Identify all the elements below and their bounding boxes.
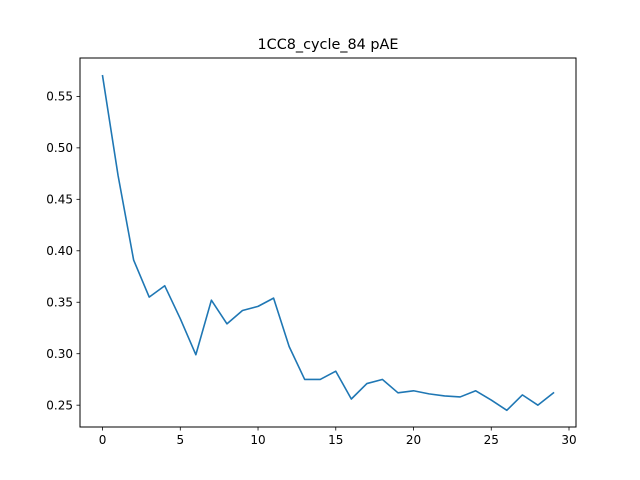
y-tick-label: 0.55 (46, 90, 73, 104)
y-tick-label: 0.35 (46, 296, 73, 310)
x-tick-label: 20 (406, 433, 421, 447)
y-axis: 0.25 0.30 0.35 0.40 0.45 0.50 0.55 (46, 90, 80, 412)
x-tick-label: 30 (561, 433, 576, 447)
x-tick-label: 0 (99, 433, 107, 447)
plot-frame (79, 57, 577, 428)
y-tick-label: 0.50 (46, 141, 73, 155)
y-tick-label: 0.25 (46, 398, 73, 412)
chart-title: 1CC8_cycle_84 pAE (258, 37, 399, 53)
x-tick-label: 25 (484, 433, 499, 447)
y-tick-label: 0.45 (46, 193, 73, 207)
series-layer (101, 74, 555, 412)
x-tick-label: 15 (328, 433, 343, 447)
series-line (101, 74, 555, 412)
x-tick-label: 5 (176, 433, 184, 447)
y-tick-label: 0.30 (46, 347, 73, 361)
x-axis: 0 5 10 15 20 25 30 (99, 427, 577, 447)
x-tick-label: 10 (250, 433, 265, 447)
y-tick-label: 0.40 (46, 244, 73, 258)
